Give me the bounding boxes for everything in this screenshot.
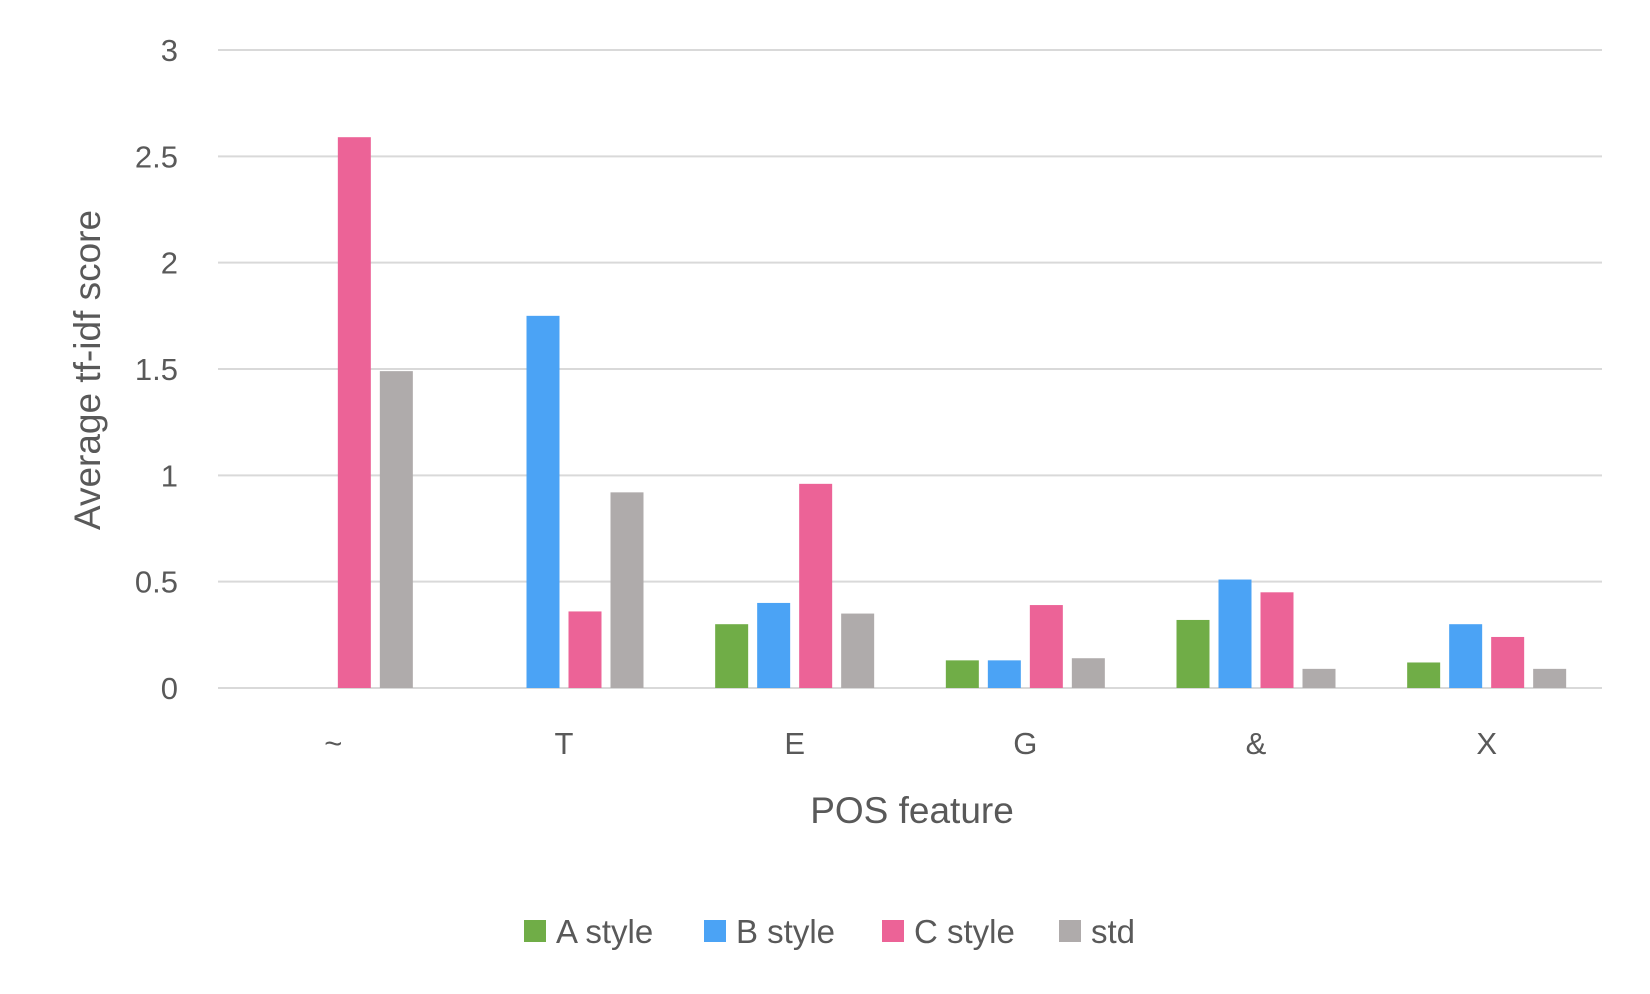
y-tick-label: 2.5: [135, 139, 178, 174]
bar-a-style-2: [715, 624, 749, 688]
bar-c-style-2: [799, 483, 833, 688]
legend-item-b-style: B style: [704, 913, 835, 950]
y-axis-ticks: 0 0.5 1 1.5 2 2.5 3: [135, 33, 178, 706]
legend-swatch: [524, 920, 546, 942]
bar-a-style-4: [1176, 619, 1210, 688]
legend: A style B style C style std: [524, 913, 1135, 950]
x-axis-title: POS feature: [810, 790, 1014, 831]
bar-b-style-2: [757, 602, 791, 688]
y-tick-label: 3: [161, 33, 178, 68]
gridlines: [218, 49, 1602, 689]
y-tick-label: 2: [161, 246, 178, 281]
x-tick-label: T: [555, 726, 574, 761]
bar-c-style-3: [1029, 605, 1063, 688]
legend-item-a-style: A style: [524, 913, 653, 950]
bar-std-5: [1533, 668, 1567, 688]
bar-c-style-5: [1491, 636, 1525, 688]
bar-c-style-1: [568, 611, 602, 688]
x-tick-label: ~: [324, 726, 342, 761]
bar-b-style-1: [526, 315, 560, 688]
y-tick-label: 0.5: [135, 565, 178, 600]
bar-a-style-3: [945, 660, 979, 688]
bar-std-1: [610, 492, 644, 688]
bar-std-4: [1302, 668, 1336, 688]
bar-c-style-0: [337, 137, 371, 688]
bar-b-style-3: [987, 660, 1021, 688]
legend-label: C style: [914, 913, 1015, 950]
bar-c-style-4: [1260, 592, 1294, 688]
bar-b-style-4: [1218, 579, 1252, 688]
bar-std-2: [841, 613, 875, 688]
legend-swatch: [1059, 920, 1081, 942]
x-tick-label: G: [1013, 726, 1037, 761]
bar-std-3: [1071, 658, 1105, 688]
y-tick-label: 0: [161, 671, 178, 706]
legend-swatch: [704, 920, 726, 942]
legend-label: B style: [736, 913, 835, 950]
legend-item-c-style: C style: [882, 913, 1015, 950]
x-tick-label: X: [1476, 726, 1497, 761]
bar-b-style-5: [1449, 624, 1483, 688]
bars: [337, 137, 1567, 688]
legend-label: A style: [556, 913, 653, 950]
x-tick-label: &: [1246, 726, 1267, 761]
legend-swatch: [882, 920, 904, 942]
y-tick-label: 1.5: [135, 352, 178, 387]
x-tick-label: E: [784, 726, 805, 761]
bar-std-0: [379, 371, 413, 688]
y-axis-title: Average tf-idf score: [67, 210, 108, 530]
bar-a-style-5: [1407, 662, 1441, 688]
y-tick-label: 1: [161, 458, 178, 493]
legend-item-std: std: [1059, 913, 1135, 950]
x-axis-ticks: ~ T E G & X: [324, 726, 1497, 761]
legend-label: std: [1091, 913, 1135, 950]
